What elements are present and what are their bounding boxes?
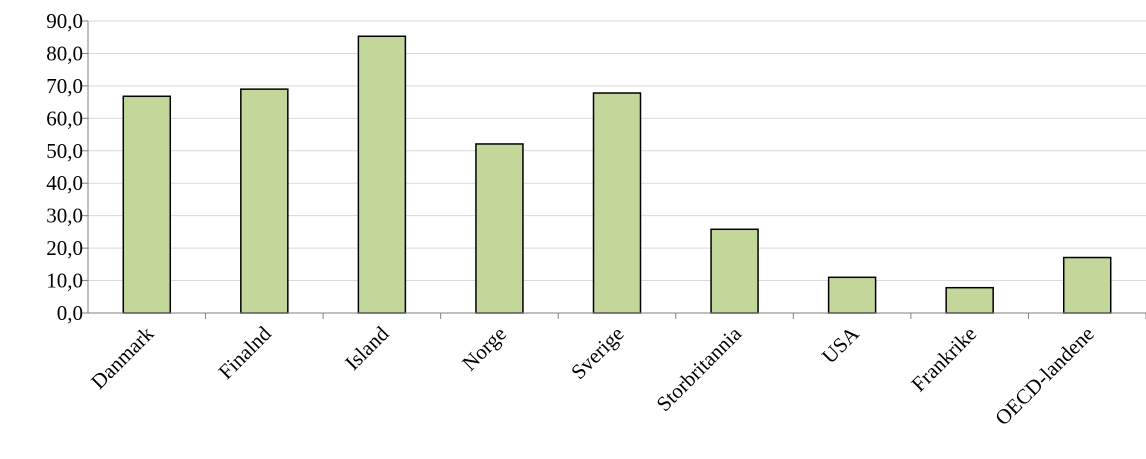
y-tick-label: 10,0 xyxy=(46,269,83,293)
bar-oecd-landene xyxy=(1062,256,1112,314)
x-category-label: Island xyxy=(340,321,394,375)
x-category-label: USA xyxy=(817,321,864,368)
x-category-label: Norge xyxy=(457,322,511,376)
axes xyxy=(82,20,1146,319)
bar-island xyxy=(357,35,407,314)
x-axis-category-labels: Danmark Finalnd Island Norge Sverige Storbrit… xyxy=(86,321,1099,430)
bars xyxy=(122,35,1112,314)
bar-frankrike xyxy=(945,286,994,314)
x-category-label: Frankrike xyxy=(906,322,981,397)
x-category-label: Storbritannia xyxy=(652,321,747,416)
x-category-label: OECD-landene xyxy=(990,322,1099,431)
y-tick-label: 20,0 xyxy=(46,236,83,260)
y-tick-label: 80,0 xyxy=(46,41,83,65)
y-tick-label: 30,0 xyxy=(46,204,83,228)
y-tick-label: 60,0 xyxy=(46,106,83,130)
y-tick-label: 0,0 xyxy=(57,301,83,325)
bar-usa xyxy=(827,276,877,314)
bar-storbritannia xyxy=(710,228,759,314)
x-category-label: Finalnd xyxy=(214,321,277,384)
y-tick-label: 50,0 xyxy=(46,139,83,163)
bar-finalnd xyxy=(240,88,289,314)
y-axis-tick-labels: 0,0 10,0 20,0 30,0 40,0 50,0 60,0 70,0 80,0 90,0 xyxy=(46,9,83,325)
bar-sverige xyxy=(592,92,642,314)
y-tick-label: 40,0 xyxy=(46,171,83,195)
x-category-label: Danmark xyxy=(86,321,159,394)
bar-danmark xyxy=(122,95,172,314)
y-tick-label: 90,0 xyxy=(46,9,83,33)
x-category-label: Sverige xyxy=(566,322,628,384)
y-tick-label: 70,0 xyxy=(46,74,83,98)
bar-norge xyxy=(475,143,524,314)
